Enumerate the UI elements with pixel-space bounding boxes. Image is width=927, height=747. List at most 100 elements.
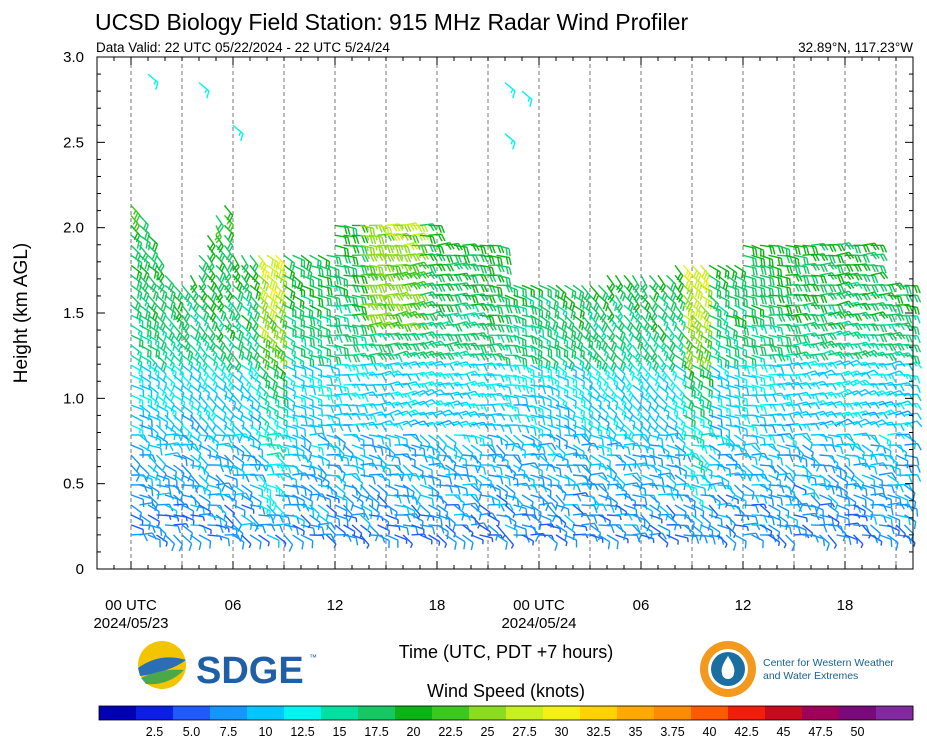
wind-barb-feather <box>342 442 346 451</box>
wind-barb-staff <box>156 364 167 375</box>
wind-barb-feather <box>172 370 175 375</box>
wind-barb-staff <box>147 484 160 493</box>
wind-barb <box>343 424 361 433</box>
wind-barb-feather <box>364 405 369 414</box>
wind-barb-staff <box>139 224 150 235</box>
wind-barb-feather <box>159 265 165 273</box>
wind-barb-staff <box>147 514 160 522</box>
wind-barb-staff <box>198 364 209 375</box>
wind-barb-staff <box>198 524 212 531</box>
wind-barb <box>181 284 191 303</box>
wind-barb-feather <box>344 255 349 264</box>
wind-barb-staff <box>130 214 140 226</box>
wind-barb <box>147 434 162 448</box>
wind-barb-feather <box>423 224 429 233</box>
wind-barbs <box>130 73 923 552</box>
wind-barb-feather <box>141 430 144 439</box>
wind-barb <box>181 474 195 489</box>
wind-barb-staff <box>368 473 383 476</box>
wind-barb-feather <box>403 254 409 263</box>
wind-barb-feather <box>194 315 200 323</box>
wind-barb <box>147 454 158 472</box>
wind-barb-staff <box>139 532 153 536</box>
wind-barb-staff <box>130 394 144 402</box>
wind-barb-feather <box>432 236 436 245</box>
wind-barb <box>147 394 160 411</box>
wind-barb <box>130 464 141 482</box>
wind-barb-feather <box>321 527 325 535</box>
wind-barb-feather <box>465 459 468 468</box>
wind-barb-feather <box>420 245 425 254</box>
wind-barb-feather <box>185 315 191 323</box>
wind-barb-feather <box>201 272 207 281</box>
wind-barb-staff <box>130 204 141 216</box>
wind-barb <box>147 534 161 548</box>
wind-barb-staff <box>326 464 340 467</box>
wind-barb <box>343 373 361 382</box>
wind-barb-staff <box>189 304 200 316</box>
wind-barb-feather <box>219 272 224 280</box>
wind-barb <box>164 474 178 488</box>
wind-barb-feather <box>279 452 285 460</box>
wind-barb <box>147 254 158 272</box>
wind-barb-feather <box>406 527 410 536</box>
wind-barb <box>462 534 474 551</box>
wind-barb-feather <box>150 390 153 398</box>
wind-barb-feather <box>197 383 202 391</box>
wind-barb-feather <box>389 345 394 354</box>
wind-barb-feather <box>517 415 522 424</box>
wind-barb-feather <box>220 264 226 273</box>
wind-barb-feather <box>202 516 206 521</box>
wind-barb-staff <box>207 374 218 385</box>
wind-barb-feather <box>355 345 361 353</box>
wind-barb <box>496 514 512 525</box>
wind-barb-feather <box>361 266 365 274</box>
wind-barb-staff <box>173 404 185 414</box>
wind-barb <box>215 254 226 273</box>
wind-barb <box>470 484 482 501</box>
wind-barb <box>453 244 470 255</box>
wind-barb-feather <box>516 530 518 538</box>
wind-barb-feather <box>381 236 385 245</box>
wind-barb-feather <box>177 517 180 522</box>
wind-barb-feather <box>346 279 349 288</box>
wind-barb-staff <box>181 364 193 374</box>
wind-barb-feather <box>219 325 225 333</box>
wind-barb-feather <box>338 395 343 404</box>
wind-barb-staff <box>334 434 346 444</box>
wind-barb <box>215 464 232 475</box>
wind-barb-feather <box>378 314 383 323</box>
wind-barb-feather <box>144 301 148 307</box>
wind-barb <box>215 324 224 343</box>
wind-barb-feather <box>457 295 462 304</box>
wind-barb <box>258 514 275 524</box>
wind-barb-feather <box>196 361 199 366</box>
wind-barb-feather <box>169 392 173 397</box>
wind-barb-feather <box>381 362 387 370</box>
wind-barb-staff <box>139 394 152 402</box>
wind-barb-feather <box>192 520 195 525</box>
wind-barb-staff <box>164 344 175 355</box>
wind-barb-feather <box>136 281 140 289</box>
wind-barb-feather <box>491 295 496 304</box>
wind-barb-feather <box>347 355 352 363</box>
wind-barb-staff <box>147 404 160 413</box>
wind-barb-feather <box>287 523 293 531</box>
wind-barb-feather <box>221 484 226 492</box>
wind-barb-feather <box>426 513 431 521</box>
wind-barb-feather <box>437 275 443 283</box>
wind-barb-feather <box>194 443 200 452</box>
wind-barb-staff <box>445 434 457 444</box>
wind-barb-feather <box>186 295 191 303</box>
wind-barb-feather <box>210 275 216 283</box>
wind-barb-staff <box>223 404 234 416</box>
wind-barb-staff <box>198 334 210 345</box>
wind-barb <box>130 364 143 380</box>
wind-barb-feather <box>180 502 185 511</box>
wind-barb-feather <box>171 543 176 552</box>
wind-barb-staff <box>164 442 178 446</box>
wind-barb <box>198 324 208 343</box>
wind-barb-feather <box>219 525 224 534</box>
wind-barb <box>215 314 225 333</box>
wind-barb-feather <box>168 443 174 451</box>
